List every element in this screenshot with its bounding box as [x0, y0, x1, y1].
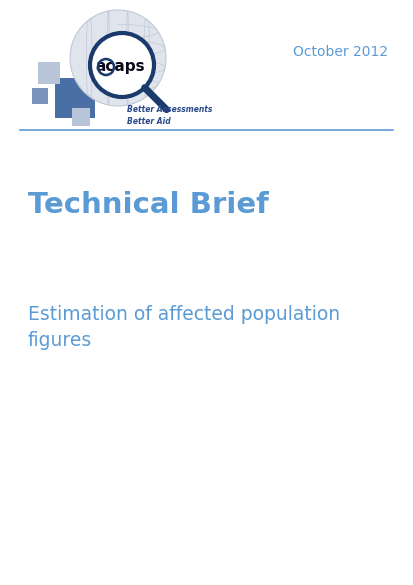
- Circle shape: [70, 10, 166, 106]
- Bar: [32, 88, 48, 104]
- Text: October 2012: October 2012: [293, 45, 388, 59]
- Text: acaps: acaps: [95, 60, 145, 74]
- Text: Better Assessments
Better Aid: Better Assessments Better Aid: [127, 105, 212, 126]
- Bar: [55, 78, 95, 118]
- Text: Technical Brief: Technical Brief: [28, 191, 269, 219]
- Bar: [38, 62, 60, 84]
- Bar: [72, 108, 90, 126]
- Circle shape: [90, 33, 154, 97]
- Text: Estimation of affected population
figures: Estimation of affected population figure…: [28, 305, 340, 350]
